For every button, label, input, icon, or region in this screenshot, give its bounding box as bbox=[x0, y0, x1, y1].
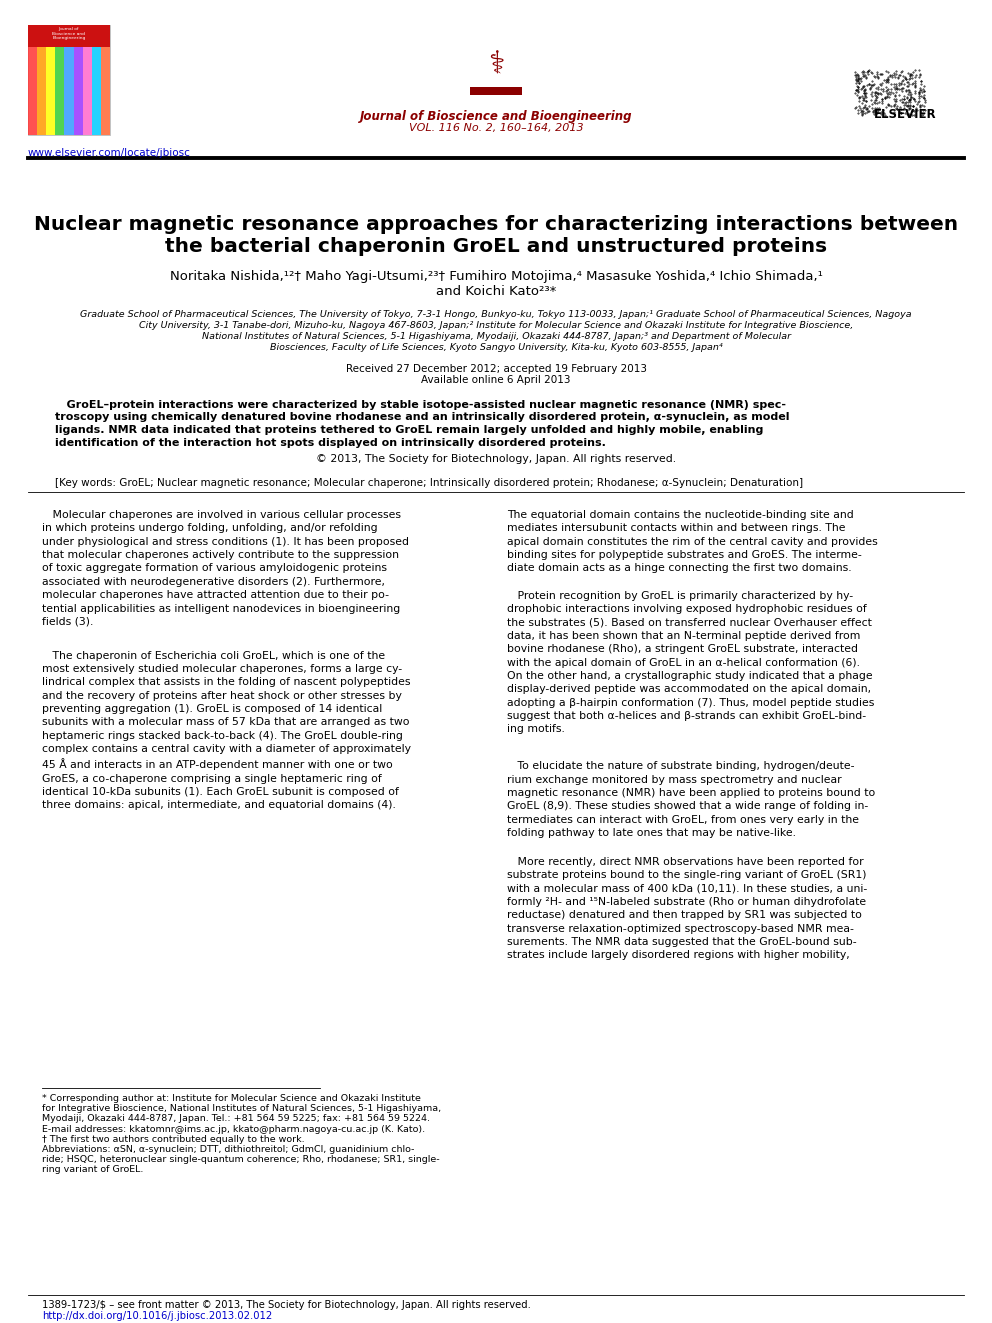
Bar bbox=[28, 25, 110, 135]
Text: troscopy using chemically denatured bovine rhodanese and an intrinsically disord: troscopy using chemically denatured bovi… bbox=[55, 413, 790, 422]
Text: Biosciences, Faculty of Life Sciences, Kyoto Sangyo University, Kita-ku, Kyoto 6: Biosciences, Faculty of Life Sciences, K… bbox=[270, 343, 722, 352]
Text: and Koichi Kato²³*: and Koichi Kato²³* bbox=[435, 284, 557, 298]
Text: E-mail addresses: kkatomnr@ims.ac.jp, kkato@pharm.nagoya-cu.ac.jp (K. Kato).: E-mail addresses: kkatomnr@ims.ac.jp, kk… bbox=[42, 1125, 426, 1134]
Text: Graduate School of Pharmaceutical Sciences, The University of Tokyo, 7-3-1 Hongo: Graduate School of Pharmaceutical Scienc… bbox=[80, 310, 912, 319]
Bar bbox=[37, 48, 47, 135]
Bar bbox=[28, 48, 37, 135]
Text: Molecular chaperones are involved in various cellular processes
in which protein: Molecular chaperones are involved in var… bbox=[42, 509, 409, 627]
Text: City University, 3-1 Tanabe-dori, Mizuho-ku, Nagoya 467-8603, Japan;² Institute : City University, 3-1 Tanabe-dori, Mizuho… bbox=[139, 321, 853, 329]
Text: † The first two authors contributed equally to the work.: † The first two authors contributed equa… bbox=[42, 1135, 305, 1144]
Bar bbox=[845, 60, 965, 130]
Text: © 2013, The Society for Biotechnology, Japan. All rights reserved.: © 2013, The Society for Biotechnology, J… bbox=[315, 454, 677, 464]
Text: Myodaiji, Okazaki 444-8787, Japan. Tel.: +81 564 59 5225; fax: +81 564 59 5224.: Myodaiji, Okazaki 444-8787, Japan. Tel.:… bbox=[42, 1114, 430, 1123]
Text: The chaperonin of Escherichia coli GroEL, which is one of the
most extensively s: The chaperonin of Escherichia coli GroEL… bbox=[42, 651, 411, 810]
Text: Journal of
Bioscience and
Bioengineering: Journal of Bioscience and Bioengineering bbox=[53, 26, 85, 40]
Text: The equatorial domain contains the nucleotide-binding site and
mediates intersub: The equatorial domain contains the nucle… bbox=[507, 509, 878, 573]
Text: for Integrative Bioscience, National Institutes of Natural Sciences, 5-1 Higashi: for Integrative Bioscience, National Ins… bbox=[42, 1105, 441, 1113]
Text: identification of the interaction hot spots displayed on intrinsically disordere: identification of the interaction hot sp… bbox=[55, 438, 606, 447]
Text: www.elsevier.com/locate/jbiosc: www.elsevier.com/locate/jbiosc bbox=[28, 148, 190, 157]
Bar bbox=[56, 48, 64, 135]
Bar bbox=[82, 48, 92, 135]
Text: Nuclear magnetic resonance approaches for characterizing interactions between: Nuclear magnetic resonance approaches fo… bbox=[34, 216, 958, 234]
Text: the bacterial chaperonin GroEL and unstructured proteins: the bacterial chaperonin GroEL and unstr… bbox=[165, 237, 827, 255]
Text: Noritaka Nishida,¹²† Maho Yagi-Utsumi,²³† Fumihiro Motojima,⁴ Masasuke Yoshida,⁴: Noritaka Nishida,¹²† Maho Yagi-Utsumi,²³… bbox=[170, 270, 822, 283]
Text: Protein recognition by GroEL is primarily characterized by hy-
drophobic interac: Protein recognition by GroEL is primaril… bbox=[507, 591, 874, 734]
Text: ELSEVIER: ELSEVIER bbox=[874, 108, 936, 120]
Text: GroEL–protein interactions were characterized by stable isotope-assisted nuclear: GroEL–protein interactions were characte… bbox=[55, 400, 786, 410]
Bar bbox=[470, 87, 522, 95]
Text: [Key words: GroEL; Nuclear magnetic resonance; Molecular chaperone; Intrinsicall: [Key words: GroEL; Nuclear magnetic reso… bbox=[55, 478, 804, 488]
Text: ligands. NMR data indicated that proteins tethered to GroEL remain largely unfol: ligands. NMR data indicated that protein… bbox=[55, 425, 764, 435]
Text: VOL. 116 No. 2, 160–164, 2013: VOL. 116 No. 2, 160–164, 2013 bbox=[409, 123, 583, 134]
Bar bbox=[47, 48, 56, 135]
Text: ride; HSQC, heteronuclear single-quantum coherence; Rho, rhodanese; SR1, single-: ride; HSQC, heteronuclear single-quantum… bbox=[42, 1155, 439, 1164]
Text: National Institutes of Natural Sciences, 5-1 Higashiyama, Myodaiji, Okazaki 444-: National Institutes of Natural Sciences,… bbox=[201, 332, 791, 341]
Text: Journal of Bioscience and Bioengineering: Journal of Bioscience and Bioengineering bbox=[360, 110, 632, 123]
Text: Received 27 December 2012; accepted 19 February 2013: Received 27 December 2012; accepted 19 F… bbox=[345, 364, 647, 374]
Bar bbox=[92, 48, 101, 135]
Text: ring variant of GroEL.: ring variant of GroEL. bbox=[42, 1166, 144, 1175]
Text: 1389-1723/$ – see front matter © 2013, The Society for Biotechnology, Japan. All: 1389-1723/$ – see front matter © 2013, T… bbox=[42, 1301, 531, 1310]
Text: Abbreviations: αSN, α-synuclein; DTT, dithiothreitol; GdmCl, guanidinium chlo-: Abbreviations: αSN, α-synuclein; DTT, di… bbox=[42, 1144, 415, 1154]
Text: * Corresponding author at: Institute for Molecular Science and Okazaki Institute: * Corresponding author at: Institute for… bbox=[42, 1094, 421, 1103]
Text: More recently, direct NMR observations have been reported for
substrate proteins: More recently, direct NMR observations h… bbox=[507, 857, 867, 960]
Text: To elucidate the nature of substrate binding, hydrogen/deute-
rium exchange moni: To elucidate the nature of substrate bin… bbox=[507, 761, 875, 837]
Text: ⚕: ⚕ bbox=[488, 50, 504, 79]
Bar bbox=[64, 48, 73, 135]
Text: Available online 6 April 2013: Available online 6 April 2013 bbox=[422, 374, 570, 385]
Bar bbox=[73, 48, 82, 135]
Text: http://dx.doi.org/10.1016/j.jbiosc.2013.02.012: http://dx.doi.org/10.1016/j.jbiosc.2013.… bbox=[42, 1311, 272, 1320]
Bar bbox=[28, 25, 110, 48]
Bar bbox=[101, 48, 110, 135]
